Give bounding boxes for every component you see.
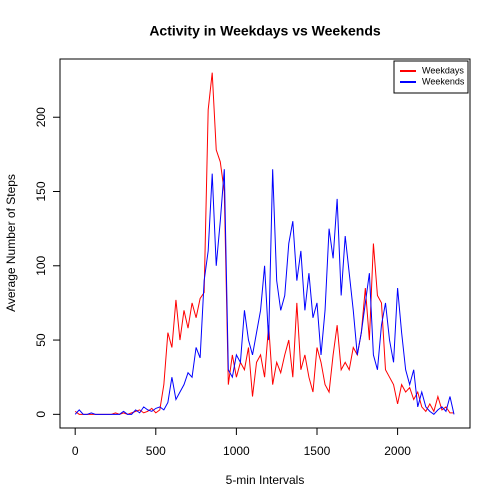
- y-axis-label: Average Number of Steps: [4, 174, 18, 312]
- x-tick-label: 0: [72, 444, 79, 458]
- y-tick-label: 0: [34, 411, 48, 418]
- y-tick-label: 150: [34, 181, 48, 201]
- legend-box: [393, 60, 469, 94]
- legend-label: Weekdays: [422, 65, 464, 75]
- y-tick-label: 200: [34, 107, 48, 127]
- chart-title: Activity in Weekdays vs Weekends: [149, 23, 381, 39]
- legend-label: Weekends: [422, 76, 465, 86]
- x-tick-label: 1000: [223, 444, 250, 458]
- data-line: [74, 72, 455, 415]
- y-tick-label: 50: [34, 333, 48, 347]
- x-axis-label: 5-min Intervals: [226, 473, 305, 487]
- x-tick-label: 2000: [384, 444, 411, 458]
- x-tick-label: 1500: [304, 444, 331, 458]
- data-line: [74, 169, 455, 416]
- x-tick-label: 500: [146, 444, 166, 458]
- y-tick-label: 100: [34, 255, 48, 275]
